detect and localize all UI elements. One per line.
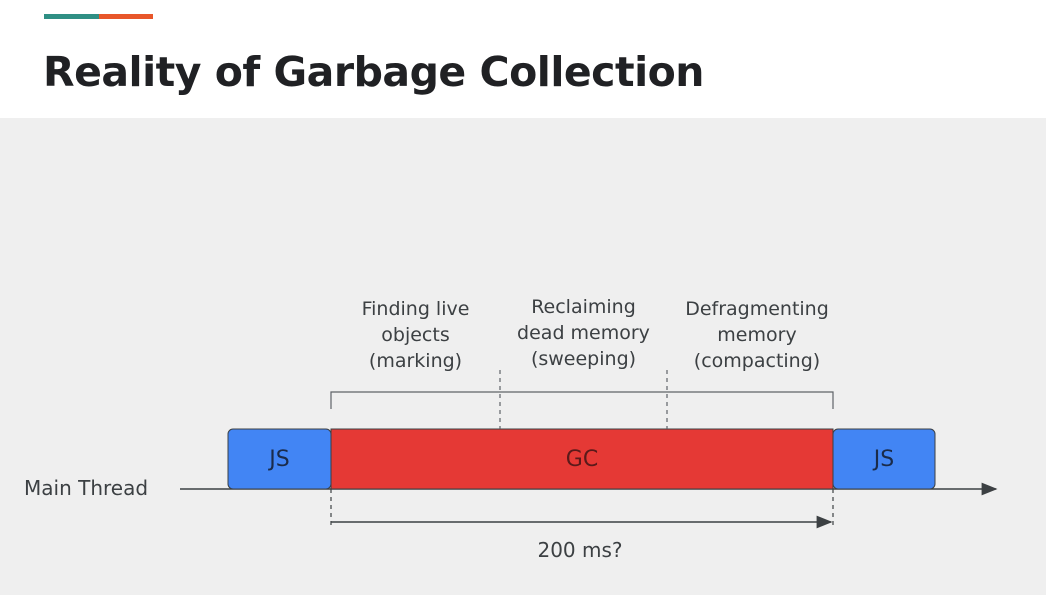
phase-label-compacting: Defragmenting memory (compacting) (685, 298, 829, 372)
phase-label-marking: Finding live objects (marking) (361, 298, 470, 372)
main-thread-label: Main Thread (24, 476, 149, 500)
gc-block-label: GC (565, 446, 599, 472)
accent-bar-teal (44, 14, 99, 19)
gc-timeline-diagram (180, 370, 998, 529)
js-block-label-before: JS (269, 446, 290, 472)
diagram-area: Finding live objects (marking) Reclaimin… (0, 118, 1046, 595)
phase-label-sweeping: Reclaiming dead memory (sweeping) (517, 296, 650, 370)
phase-bracket (330, 391, 834, 409)
accent-bar-orange (99, 14, 153, 19)
slide-title: Reality of Garbage Collection (43, 48, 705, 96)
js-block-after (832, 428, 936, 490)
js-block-label-after: JS (873, 446, 895, 472)
gc-block (330, 428, 834, 490)
duration-label: 200 ms? (537, 538, 623, 562)
